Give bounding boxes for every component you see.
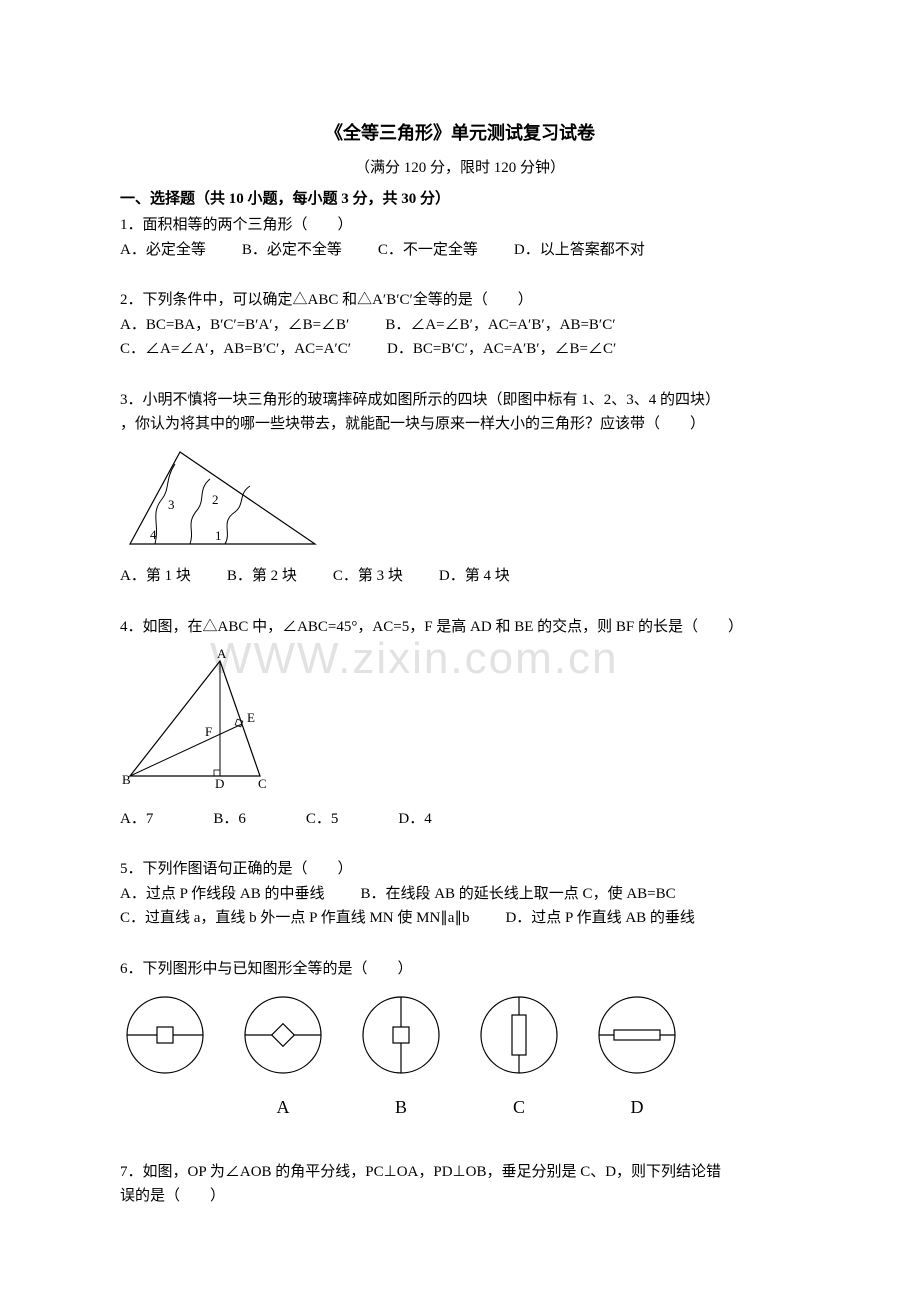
q2-opt-c: C．∠A=∠A′，AB=B′C′，AC=A′C′: [120, 338, 351, 361]
q1-opt-a: A．必定全等: [120, 239, 206, 262]
svg-text:2: 2: [212, 492, 219, 507]
svg-text:3: 3: [168, 497, 175, 512]
q5-opt-a: A．过点 P 作线段 AB 的中垂线: [120, 883, 324, 906]
question-1: 1．面积相等的两个三角形（ ） A．必定全等 B．必定不全等 C．不一定全等 D…: [120, 214, 800, 261]
q2-opt-a: A．BC=BA，B′C′=B′A′，∠B=∠B′: [120, 314, 349, 337]
q4-text: 4．如图，在△ABC 中，∠ABC=45°，AC=5，F 是高 AD 和 BE …: [120, 616, 800, 639]
q3-opt-a: A．第 1 块: [120, 565, 191, 588]
svg-text:A: A: [217, 646, 227, 661]
q6-label-b: B: [356, 1094, 446, 1121]
svg-text:D: D: [215, 776, 224, 791]
q1-opt-c: C．不一定全等: [378, 239, 478, 262]
q3-text1: 3．小明不慎将一块三角形的玻璃摔碎成如图所示的四块（即图中标有 1、2、3、4 …: [120, 389, 800, 412]
section-1-heading: 一、选择题（共 10 小题，每小题 3 分，共 30 分）: [120, 188, 800, 211]
svg-text:1: 1: [215, 528, 222, 543]
svg-text:B: B: [122, 772, 131, 787]
q6-option-c-figure: C: [474, 990, 564, 1121]
exam-title: 《全等三角形》单元测试复习试卷: [120, 120, 800, 147]
question-3: 3．小明不慎将一块三角形的玻璃摔碎成如图所示的四块（即图中标有 1、2、3、4 …: [120, 389, 800, 588]
q3-opt-c: C．第 3 块: [333, 565, 403, 588]
q6-text: 6．下列图形中与已知图形全等的是（ ）: [120, 958, 800, 981]
q4-opt-a: A．7: [120, 808, 153, 831]
q4-opt-d: D．4: [398, 808, 431, 831]
question-7: 7．如图，OP 为∠AOB 的角平分线，PC⊥OA，PD⊥OB，垂足分别是 C、…: [120, 1161, 800, 1208]
q3-text2: ，你认为将其中的哪一些块带去，就能配一块与原来一样大小的三角形？应该带（ ）: [120, 413, 800, 436]
q6-option-d-figure: D: [592, 990, 682, 1121]
q7-text1: 7．如图，OP 为∠AOB 的角平分线，PC⊥OA，PD⊥OB，垂足分别是 C、…: [120, 1161, 800, 1184]
question-2: 2．下列条件中，可以确定△ABC 和△A′B′C′全等的是（ ） A．BC=BA…: [120, 289, 800, 361]
q7-text2: 误的是（ ）: [120, 1185, 800, 1208]
q3-figure: 4 3 2 1: [120, 444, 800, 562]
q6-label-c: C: [474, 1094, 564, 1121]
q3-opt-b: B．第 2 块: [227, 565, 297, 588]
q6-given-figure: [120, 990, 210, 1121]
svg-text:C: C: [258, 776, 267, 791]
question-5: 5．下列作图语句正确的是（ ） A．过点 P 作线段 AB 的中垂线 B．在线段…: [120, 858, 800, 930]
svg-text:F: F: [205, 724, 212, 739]
exam-subtitle: （满分 120 分，限时 120 分钟）: [120, 157, 800, 180]
q2-opt-b: B．∠A=∠B′，AC=A′B′，AB=B′C′: [385, 314, 615, 337]
svg-text:E: E: [247, 710, 255, 725]
q1-text: 1．面积相等的两个三角形（ ）: [120, 214, 800, 237]
q5-opt-b: B．在线段 AB 的延长线上取一点 C，使 AB=BC: [360, 883, 675, 906]
q6-option-b-figure: B: [356, 990, 446, 1121]
q5-opt-d: D．过点 P 作直线 AB 的垂线: [505, 907, 694, 930]
q6-label-a: A: [238, 1094, 328, 1121]
q2-opt-d: D．BC=B′C′，AC=A′B′，∠B=∠C′: [387, 338, 616, 361]
question-6: 6．下列图形中与已知图形全等的是（ ） A: [120, 958, 800, 1121]
svg-text:4: 4: [150, 527, 157, 542]
q6-option-a-figure: A: [238, 990, 328, 1121]
q4-figure: A B C D E F: [120, 646, 800, 804]
q6-label-d: D: [592, 1094, 682, 1121]
q1-opt-b: B．必定不全等: [242, 239, 342, 262]
q4-opt-b: B．6: [213, 808, 246, 831]
question-4: 4．如图，在△ABC 中，∠ABC=45°，AC=5，F 是高 AD 和 BE …: [120, 616, 800, 831]
q5-opt-c: C．过直线 a，直线 b 外一点 P 作直线 MN 使 MN∥a∥b: [120, 907, 469, 930]
q4-opt-c: C．5: [306, 808, 339, 831]
q6-figures: A B C D: [120, 990, 800, 1121]
q1-opt-d: D．以上答案都不对: [514, 239, 645, 262]
q3-opt-d: D．第 4 块: [439, 565, 510, 588]
q5-text: 5．下列作图语句正确的是（ ）: [120, 858, 800, 881]
q2-text: 2．下列条件中，可以确定△ABC 和△A′B′C′全等的是（ ）: [120, 289, 800, 312]
